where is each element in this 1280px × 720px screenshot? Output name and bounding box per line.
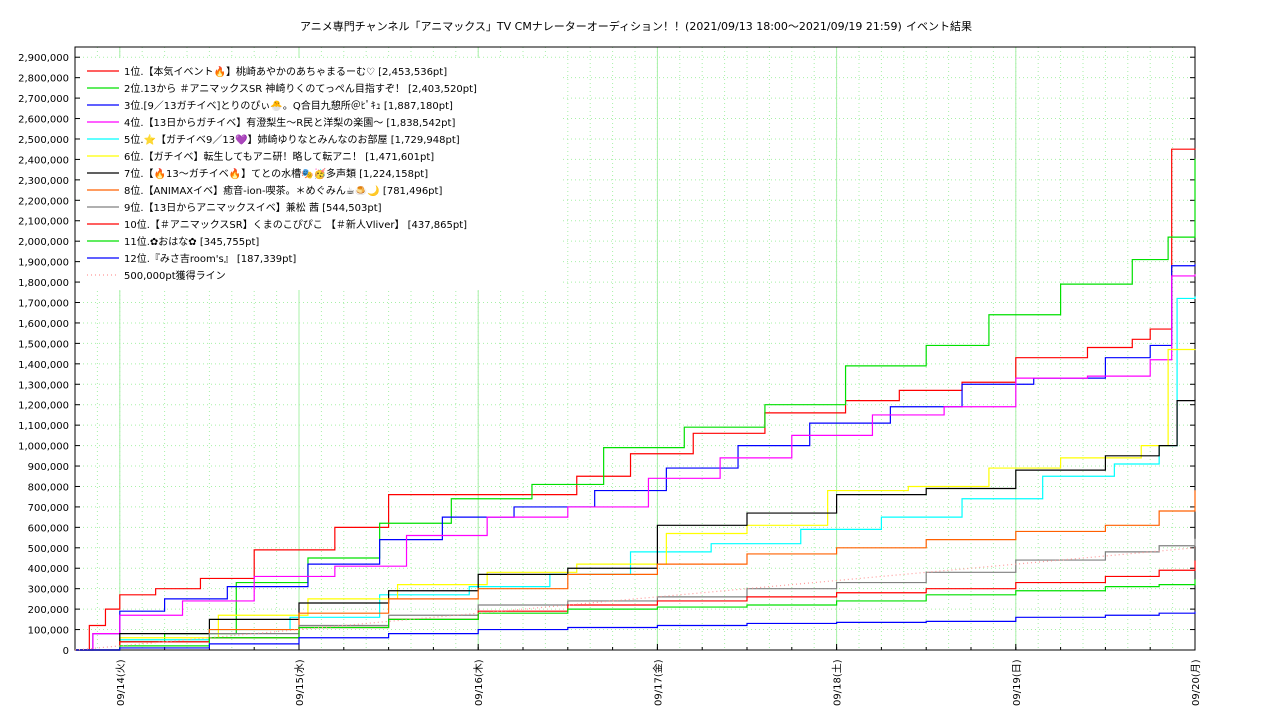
series-line-7 bbox=[75, 399, 1196, 651]
legend: 1位.【本気イベント🔥】桃崎あやかのあちゃまるーむ♡ [2,453,536pt]… bbox=[82, 58, 560, 290]
y-tick-label: 2,900,000 bbox=[18, 53, 69, 64]
y-tick-label: 2,500,000 bbox=[18, 135, 69, 146]
x-tick-label: 09/16(木) bbox=[473, 659, 485, 706]
legend-label: 8位.【ANIMAXイベ】癒音-ion-喫茶。＊めぐみん☕🍮🌙 [781,496… bbox=[124, 184, 442, 197]
legend-label: 9位.【13日からアニマックスイベ】兼松 茜 [544,503pt] bbox=[124, 201, 382, 214]
y-tick-label: 2,800,000 bbox=[18, 74, 69, 85]
y-tick-label: 1,200,000 bbox=[18, 401, 69, 412]
y-tick-label: 1,100,000 bbox=[18, 421, 69, 432]
y-tick-label: 1,600,000 bbox=[18, 319, 69, 330]
legend-label: 10位.【＃アニマックスSR】くまのこぴぴこ 【＃新人Vliver】 [437,… bbox=[124, 218, 467, 231]
y-tick-label: 500,000 bbox=[28, 544, 69, 555]
y-tick-label: 1,400,000 bbox=[18, 360, 69, 371]
y-tick-label: 1,900,000 bbox=[18, 258, 69, 269]
series-line-5 bbox=[75, 296, 1196, 651]
y-tick-label: 2,100,000 bbox=[18, 217, 69, 228]
x-tick-label: 09/20(月) bbox=[1190, 659, 1202, 706]
y-axis: 0 100,000 200,000 300,000 400,000 500,000 600,… bbox=[18, 53, 1195, 657]
y-tick-label: 800,000 bbox=[28, 482, 69, 493]
y-tick-label: 400,000 bbox=[28, 564, 69, 575]
y-tick-label: 1,700,000 bbox=[18, 299, 69, 310]
chart-title: アニメ専門チャンネル「アニマックス」TV CMナレーターオーディション！！(20… bbox=[300, 19, 902, 33]
y-tick-label: 100,000 bbox=[28, 626, 69, 637]
series-line-12 bbox=[75, 611, 1196, 651]
series-line-4 bbox=[75, 274, 1196, 651]
series-line-2 bbox=[75, 158, 1196, 651]
y-tick-label: 0 bbox=[63, 646, 69, 657]
y-tick-label: 200,000 bbox=[28, 605, 69, 616]
legend-label: 3位.[9／13ガチイベ]とりのぴぃ🐣。Q合目九憩所＠ﾋﾟｷｭ [1,887,1… bbox=[124, 99, 453, 112]
y-tick-label: 600,000 bbox=[28, 523, 69, 534]
legend-label: 5位.⭐【ガチイベ9／13💜】姉崎ゆりなとみんなのお部屋 [1,729,948p… bbox=[124, 133, 460, 146]
y-tick-label: 2,700,000 bbox=[18, 94, 69, 105]
legend-label: 2位.13から ＃アニマックスSR 神崎りくのてっぺん目指すぞ！ [2,403,… bbox=[124, 82, 477, 95]
chart-subtitle: イベント結果 bbox=[906, 19, 972, 33]
x-tick-label: 09/15(水) bbox=[294, 659, 306, 706]
series-line-6 bbox=[75, 348, 1196, 651]
x-tick-label: 09/18(土) bbox=[831, 659, 844, 706]
series-group bbox=[74, 148, 1196, 651]
legend-label: 12位.『みさ吉room's』 [187,339pt] bbox=[124, 252, 296, 265]
legend-label: 11位.✿おはな✿ [345,755pt] bbox=[124, 235, 259, 248]
y-tick-label: 2,300,000 bbox=[18, 176, 69, 187]
x-tick-label: 09/17(金) bbox=[651, 659, 664, 706]
y-tick-label: 2,600,000 bbox=[18, 115, 69, 126]
y-tick-label: 300,000 bbox=[28, 585, 69, 596]
x-axis: 09/14(火) 09/15(水) 09/16(木) 09/17(金) 09/18(土)… bbox=[115, 644, 1202, 706]
series-line-11 bbox=[75, 579, 1196, 651]
legend-label: 7位.【🔥13〜ガチイベ🔥】てとの水槽🎭🥳多声類 [1,224,158pt] bbox=[124, 167, 428, 180]
y-tick-label: 1,000,000 bbox=[18, 442, 69, 453]
y-tick-label: 700,000 bbox=[28, 503, 69, 514]
y-tick-label: 1,500,000 bbox=[18, 339, 69, 350]
series-line-3 bbox=[75, 264, 1196, 651]
x-tick-label: 09/19(日) bbox=[1012, 659, 1023, 706]
legend-label: 1位.【本気イベント🔥】桃崎あやかのあちゃまるーむ♡ [2,453,536pt] bbox=[124, 65, 447, 78]
legend-label: 4位.【13日からガチイベ】有澄梨生〜R民と洋梨の楽園〜 [1,838,542p… bbox=[124, 116, 455, 129]
legend-background bbox=[82, 58, 560, 290]
y-tick-label: 2,400,000 bbox=[18, 155, 69, 166]
y-tick-label: 900,000 bbox=[28, 462, 69, 473]
series-line-8 bbox=[75, 490, 1196, 651]
y-tick-label: 1,800,000 bbox=[18, 278, 69, 289]
x-tick-label: 09/14(火) bbox=[115, 659, 127, 706]
legend-label: 500,000pt獲得ライン bbox=[124, 269, 226, 282]
y-tick-label: 2,000,000 bbox=[18, 237, 69, 248]
plot-frame bbox=[74, 46, 1196, 651]
y-tick-label: 1,300,000 bbox=[18, 380, 69, 391]
series-line-1 bbox=[75, 148, 1196, 651]
y-tick-label: 2,200,000 bbox=[18, 196, 69, 207]
legend-label: 6位.【ガチイベ】転生してもアニ研！略して転アニ！ [1,471,601pt] bbox=[124, 150, 434, 163]
